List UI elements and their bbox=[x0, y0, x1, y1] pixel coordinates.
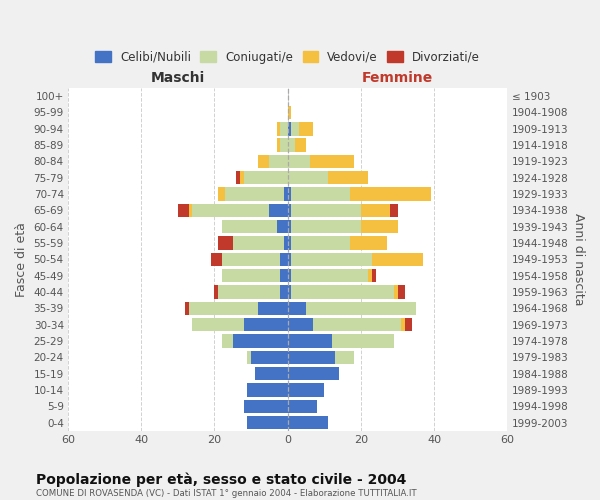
Bar bbox=[394, 286, 398, 299]
Bar bbox=[233, 334, 287, 347]
Bar bbox=[247, 416, 287, 430]
Bar bbox=[236, 171, 240, 184]
Bar bbox=[350, 236, 386, 250]
Bar bbox=[368, 269, 372, 282]
Bar bbox=[287, 400, 317, 413]
Bar bbox=[372, 252, 423, 266]
Bar bbox=[233, 236, 284, 250]
Bar bbox=[247, 384, 287, 396]
Bar bbox=[185, 302, 189, 315]
Bar bbox=[240, 171, 244, 184]
Bar bbox=[287, 204, 292, 217]
Bar bbox=[222, 334, 233, 347]
Bar bbox=[287, 269, 292, 282]
Bar bbox=[335, 350, 353, 364]
Bar bbox=[292, 204, 361, 217]
Bar bbox=[247, 350, 251, 364]
Bar bbox=[313, 318, 401, 332]
Bar bbox=[244, 400, 287, 413]
Bar bbox=[328, 171, 368, 184]
Bar bbox=[251, 350, 287, 364]
Bar bbox=[287, 334, 332, 347]
Bar bbox=[332, 334, 394, 347]
Bar bbox=[284, 188, 287, 201]
Bar bbox=[295, 138, 306, 152]
Bar bbox=[287, 106, 292, 119]
Bar bbox=[280, 269, 287, 282]
Bar bbox=[244, 171, 287, 184]
Bar bbox=[218, 188, 226, 201]
Bar bbox=[292, 188, 350, 201]
Y-axis label: Anni di nascita: Anni di nascita bbox=[572, 213, 585, 306]
Bar bbox=[277, 122, 280, 136]
Bar bbox=[280, 122, 287, 136]
Bar bbox=[189, 302, 259, 315]
Bar bbox=[211, 252, 222, 266]
Bar bbox=[284, 236, 287, 250]
Bar bbox=[287, 188, 292, 201]
Bar bbox=[280, 252, 287, 266]
Text: COMUNE DI ROVASENDA (VC) - Dati ISTAT 1° gennaio 2004 - Elaborazione TUTTITALIA.: COMUNE DI ROVASENDA (VC) - Dati ISTAT 1°… bbox=[36, 489, 416, 498]
Bar bbox=[226, 188, 284, 201]
Bar bbox=[350, 188, 431, 201]
Bar bbox=[405, 318, 412, 332]
Bar bbox=[222, 269, 280, 282]
Bar bbox=[361, 204, 390, 217]
Bar bbox=[193, 318, 244, 332]
Bar bbox=[287, 416, 328, 430]
Bar bbox=[292, 236, 350, 250]
Bar bbox=[280, 286, 287, 299]
Bar bbox=[218, 286, 280, 299]
Legend: Celibi/Nubili, Coniugati/e, Vedovi/e, Divorziati/e: Celibi/Nubili, Coniugati/e, Vedovi/e, Di… bbox=[91, 46, 485, 68]
Bar bbox=[292, 286, 394, 299]
Bar bbox=[287, 138, 295, 152]
Bar bbox=[299, 122, 313, 136]
Bar bbox=[390, 204, 398, 217]
Bar bbox=[287, 155, 310, 168]
Text: Maschi: Maschi bbox=[151, 70, 205, 85]
Bar bbox=[287, 367, 339, 380]
Bar bbox=[259, 155, 269, 168]
Text: Femmine: Femmine bbox=[362, 70, 433, 85]
Bar bbox=[361, 220, 398, 234]
Bar bbox=[193, 204, 269, 217]
Text: Popolazione per età, sesso e stato civile - 2004: Popolazione per età, sesso e stato civil… bbox=[36, 472, 406, 487]
Y-axis label: Fasce di età: Fasce di età bbox=[15, 222, 28, 297]
Bar bbox=[287, 236, 292, 250]
Bar bbox=[269, 204, 287, 217]
Bar bbox=[292, 122, 299, 136]
Bar bbox=[292, 220, 361, 234]
Bar bbox=[287, 122, 292, 136]
Bar bbox=[277, 220, 287, 234]
Bar bbox=[287, 252, 292, 266]
Bar bbox=[218, 236, 233, 250]
Bar bbox=[222, 252, 280, 266]
Bar bbox=[287, 220, 292, 234]
Bar bbox=[178, 204, 189, 217]
Bar bbox=[259, 302, 287, 315]
Bar bbox=[287, 350, 335, 364]
Bar bbox=[277, 138, 280, 152]
Bar bbox=[214, 286, 218, 299]
Bar bbox=[306, 302, 416, 315]
Bar bbox=[292, 252, 372, 266]
Bar bbox=[269, 155, 287, 168]
Bar bbox=[244, 318, 287, 332]
Bar bbox=[222, 220, 277, 234]
Bar bbox=[280, 138, 287, 152]
Bar bbox=[287, 171, 328, 184]
Bar bbox=[310, 155, 353, 168]
Bar bbox=[287, 302, 306, 315]
Bar bbox=[189, 204, 193, 217]
Bar bbox=[287, 318, 313, 332]
Bar bbox=[255, 367, 287, 380]
Bar bbox=[398, 286, 405, 299]
Bar bbox=[287, 286, 292, 299]
Bar bbox=[401, 318, 405, 332]
Bar bbox=[292, 269, 368, 282]
Bar bbox=[372, 269, 376, 282]
Bar bbox=[287, 384, 325, 396]
